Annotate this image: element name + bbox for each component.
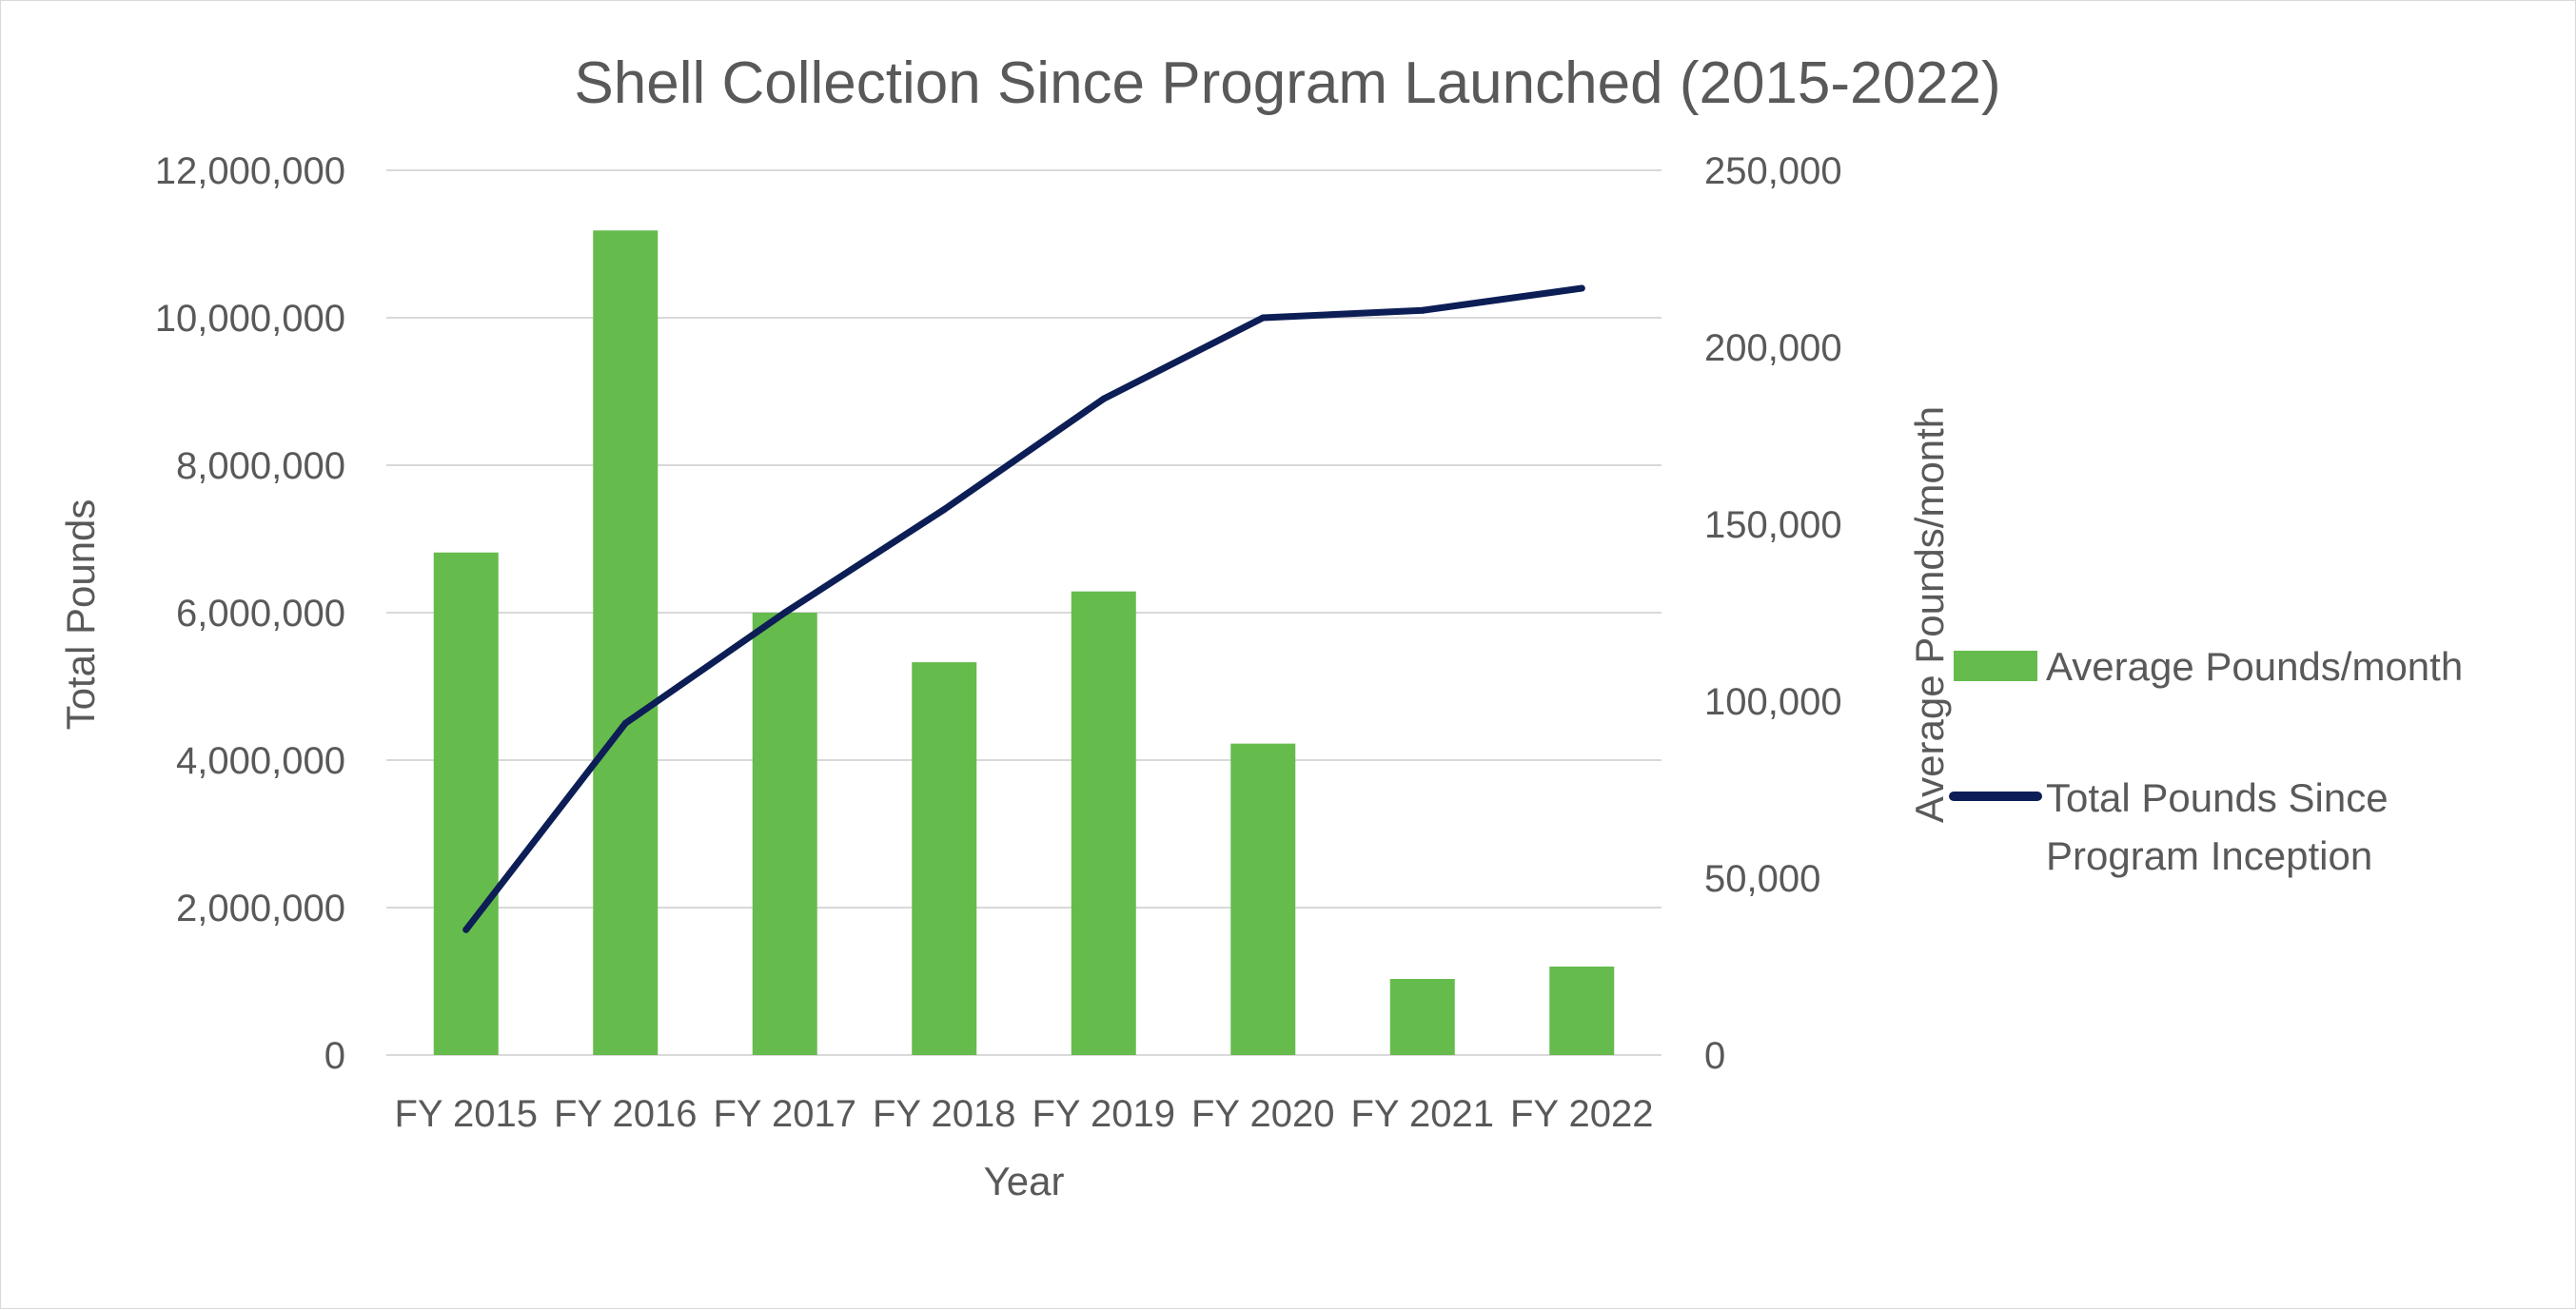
x-tick-label: FY 2021 bbox=[1351, 1093, 1495, 1135]
legend-bar-label: Average Pounds/month bbox=[2046, 644, 2463, 689]
x-tick-label: FY 2016 bbox=[554, 1093, 698, 1135]
left-tick-label: 10,000,000 bbox=[155, 298, 345, 340]
x-axis-ticks: FY 2015 FY 2016 FY 2017 FY 2018 FY 2019 FY 20… bbox=[395, 1093, 1654, 1135]
right-tick-label: 100,000 bbox=[1704, 681, 1842, 723]
right-tick-label: 50,000 bbox=[1704, 858, 1820, 900]
right-tick-label: 0 bbox=[1704, 1035, 1725, 1077]
x-tick-label: FY 2018 bbox=[873, 1093, 1016, 1135]
left-axis-title: Total Pounds bbox=[58, 499, 103, 731]
line-point bbox=[621, 719, 629, 727]
line-point bbox=[1100, 395, 1108, 402]
bar bbox=[1389, 979, 1455, 1055]
line-point bbox=[462, 926, 470, 933]
bar bbox=[1549, 967, 1615, 1055]
line-point bbox=[1259, 314, 1267, 322]
left-tick-label: 8,000,000 bbox=[176, 445, 345, 487]
left-tick-label: 4,000,000 bbox=[176, 740, 345, 782]
x-axis-title: Year bbox=[984, 1159, 1065, 1203]
right-axis-ticks: 0 50,000 100,000 150,000 200,000 250,000 bbox=[1704, 150, 1842, 1077]
line-point bbox=[1578, 284, 1585, 292]
line-point bbox=[1419, 306, 1426, 314]
bar bbox=[752, 613, 817, 1055]
line-point bbox=[940, 506, 948, 513]
left-tick-label: 0 bbox=[324, 1035, 345, 1077]
legend-line-label-1: Total Pounds Since bbox=[2046, 775, 2389, 820]
legend: Average Pounds/month Total Pounds Since … bbox=[1949, 644, 2463, 878]
left-tick-label: 6,000,000 bbox=[176, 593, 345, 635]
bar bbox=[1230, 743, 1296, 1055]
series-line bbox=[462, 284, 1585, 933]
x-tick-label: FY 2019 bbox=[1032, 1093, 1176, 1135]
right-tick-label: 150,000 bbox=[1704, 504, 1842, 546]
bar bbox=[912, 662, 977, 1055]
right-axis-title: Average Pounds/month bbox=[1907, 406, 1952, 823]
legend-bar-swatch bbox=[1954, 651, 2037, 681]
left-tick-label: 2,000,000 bbox=[176, 888, 345, 929]
bar-series bbox=[433, 230, 1615, 1056]
line-series bbox=[462, 284, 1585, 933]
bar bbox=[1071, 591, 1136, 1055]
right-tick-label: 250,000 bbox=[1704, 150, 1842, 192]
line-point bbox=[781, 609, 789, 616]
left-tick-label: 12,000,000 bbox=[155, 150, 345, 192]
legend-line-label-2: Program Inception bbox=[2046, 833, 2372, 878]
bar bbox=[433, 552, 499, 1055]
bar bbox=[593, 230, 659, 1056]
x-tick-label: FY 2022 bbox=[1510, 1093, 1654, 1135]
right-tick-label: 200,000 bbox=[1704, 327, 1842, 369]
left-axis-ticks: 0 2,000,000 4,000,000 6,000,000 8,000,000 10,… bbox=[155, 150, 345, 1077]
x-tick-label: FY 2020 bbox=[1191, 1093, 1335, 1135]
chart-title: Shell Collection Since Program Launched … bbox=[574, 50, 2000, 116]
x-tick-label: FY 2017 bbox=[714, 1093, 857, 1135]
x-tick-label: FY 2015 bbox=[395, 1093, 539, 1135]
